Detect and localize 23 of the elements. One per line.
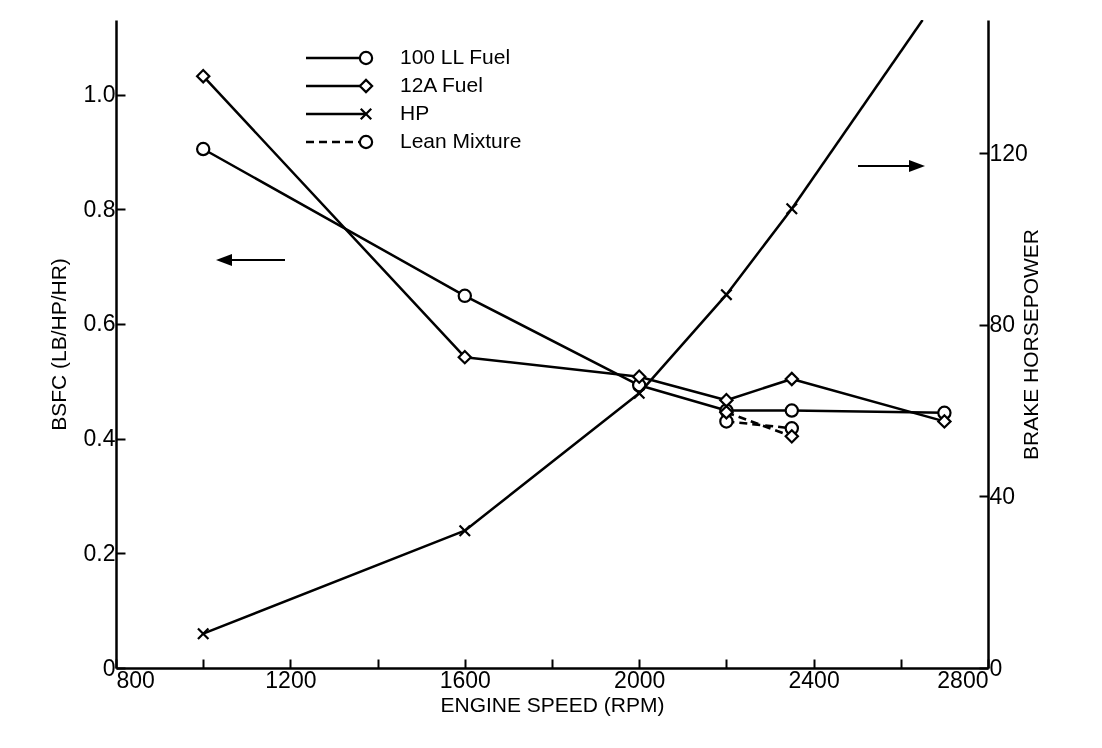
- x-axis-title: ENGINE SPEED (RPM): [440, 692, 665, 716]
- y2-tick-label: 120: [989, 139, 1028, 166]
- y2-tick-label: 80: [989, 311, 1016, 338]
- legend-label: Lean Mixture: [400, 129, 522, 152]
- y2-axis-title: BRAKE HORSEPOWER: [1018, 228, 1042, 461]
- legend-label: 100 LL Fuel: [400, 45, 511, 68]
- x-tick-label: 1600: [439, 666, 491, 693]
- legend-label: 12A Fuel: [400, 73, 483, 96]
- y2-tick-label: 40: [989, 482, 1016, 509]
- x-tick-label: 2400: [788, 666, 840, 693]
- y-tick-label: 0: [102, 654, 116, 681]
- x-tick-label: 800: [116, 666, 155, 693]
- x-tick-label: 2800: [937, 666, 989, 693]
- y-tick-label: 0.8: [83, 195, 116, 222]
- legend-label: HP: [400, 101, 430, 124]
- x-tick-label: 2000: [614, 666, 666, 693]
- y-tick-label: 1.0: [83, 81, 116, 108]
- y2-tick-label: 0: [989, 654, 1003, 681]
- y-tick-label: 0.2: [83, 539, 116, 566]
- y-tick-label: 0.4: [83, 425, 116, 452]
- x-tick-label: 1200: [265, 666, 317, 693]
- y-axis-title: BSFC (LB/HP/HR): [46, 258, 70, 431]
- y-tick-label: 0.6: [83, 310, 116, 337]
